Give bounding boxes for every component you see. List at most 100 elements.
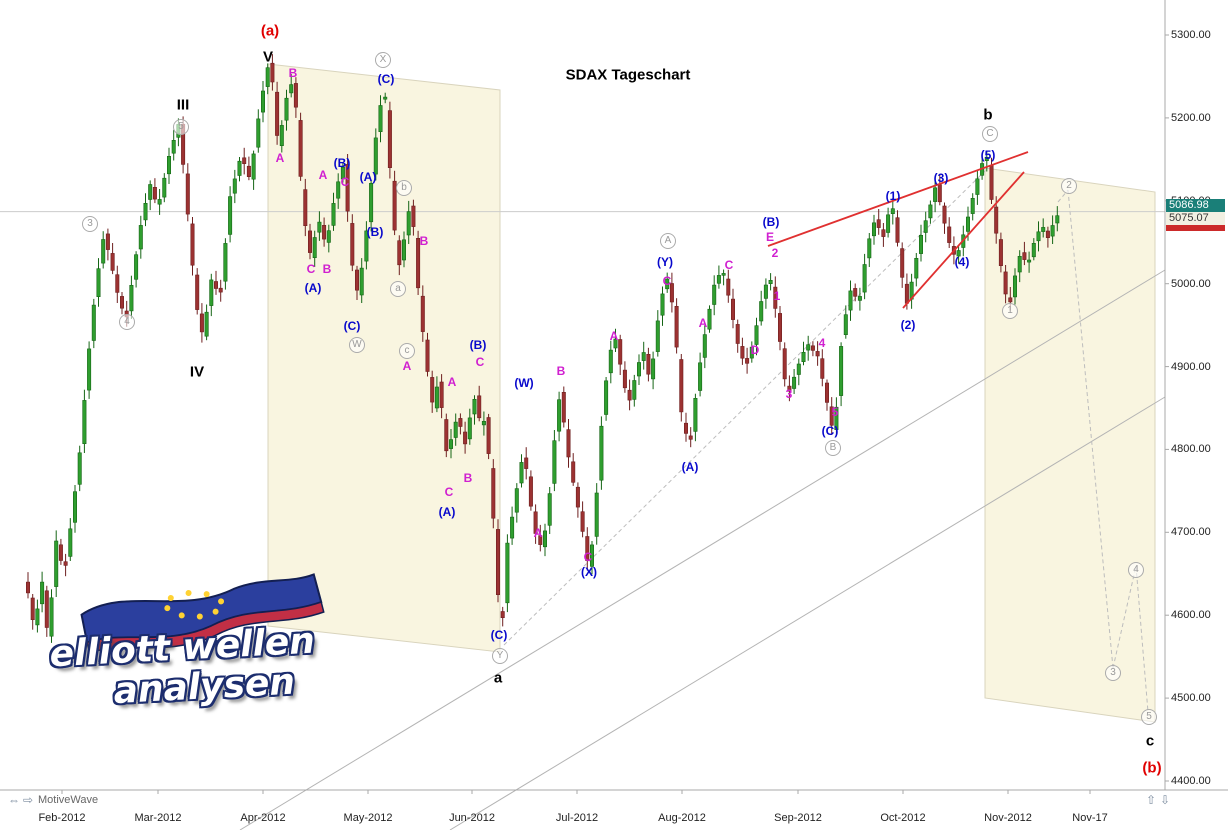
wave-label-blu-A: (A)	[681, 460, 699, 474]
wave-label-blu-2: (2)	[900, 318, 916, 332]
wave-label-blu-B: (B)	[333, 156, 351, 170]
wave-label-mag-A: A	[402, 359, 412, 373]
pan-left-right-icon[interactable]: ⇔	[8, 793, 20, 807]
wave-label-blk-b: b	[983, 106, 993, 124]
price-badge-5075.07: 5075.07	[1166, 211, 1225, 225]
wave-label-cir-2: 2	[1061, 178, 1077, 194]
wave-label-blu-X: (X)	[581, 565, 597, 579]
wave-label-blu-B: (B)	[469, 338, 487, 352]
wave-label-blu-A: (A)	[304, 281, 322, 295]
channel-lines	[239, 269, 1166, 830]
wave-label-mag-4: 4	[818, 336, 826, 350]
wave-label-cir-c: c	[399, 343, 415, 359]
price-axis-label: 4400.00	[1171, 775, 1211, 787]
wave-label-mag-A: A	[533, 526, 543, 540]
wave-label-mag-5: 5	[831, 405, 839, 419]
wave-label-cir-b: b	[396, 180, 412, 196]
wave-label-mag-C: C	[444, 485, 454, 499]
dashed-projection-lines	[503, 167, 1149, 713]
wave-label-cir-5: 5	[1141, 709, 1157, 725]
wave-label-blk-a: a	[493, 669, 503, 687]
price-axis-label: 4800.00	[1171, 443, 1211, 456]
price-badge-partial	[1166, 224, 1225, 231]
wave-label-cir-4: 4	[1128, 562, 1144, 578]
scroll-down-icon[interactable]: ⇩	[1160, 793, 1171, 807]
wave-label-cir-5: 5	[173, 119, 189, 135]
wave-label-cir-3: 3	[1105, 665, 1121, 681]
price-axis-label: 4500.00	[1171, 692, 1211, 705]
wave-label-mag-B: B	[556, 364, 566, 378]
wave-label-mag-A: A	[318, 168, 328, 182]
wave-label-mag-B: B	[419, 234, 429, 248]
projection-boxes	[267, 63, 1156, 723]
red-trendlines[interactable]	[767, 151, 1029, 309]
wave-label-cir-Y: Y	[492, 648, 508, 664]
wave-label-cir-C: C	[982, 126, 998, 142]
price-axis-label: 5200.00	[1171, 111, 1211, 124]
wave-label-mag-C: C	[583, 550, 593, 564]
wave-label-mag-C: C	[475, 355, 485, 369]
candlestick-layer	[25, 54, 1060, 643]
wave-label-blu-W: (W)	[514, 376, 534, 390]
wave-label-cir-X: X	[375, 52, 391, 68]
wave-label-mag-C: C	[724, 258, 734, 272]
wave-label-blk-IV: IV	[189, 363, 205, 381]
wave-label-cir-4: 4	[119, 314, 135, 330]
wave-label-mag-C: C	[340, 175, 350, 189]
time-axis-label: Apr-2012	[240, 812, 286, 824]
wave-label-blk-c: c	[1145, 732, 1155, 750]
time-axis-label: Oct-2012	[880, 812, 926, 824]
watermark-text-2: analysen	[112, 661, 296, 713]
wave-label-blu-C: (C)	[377, 72, 395, 86]
motivewave-brand: MotiveWave	[38, 794, 99, 806]
wave-label-blu-3: (3)	[933, 171, 949, 185]
wave-label-cir-W: W	[349, 337, 365, 353]
price-axis-label: 5300.00	[1171, 29, 1211, 41]
time-axis-label: May-2012	[343, 812, 393, 824]
wave-label-blu-C: (C)	[490, 628, 508, 642]
wave-label-mag-D: D	[750, 343, 760, 357]
wave-label-mag-B: B	[288, 66, 298, 80]
price-axis-label: 4900.00	[1171, 360, 1211, 373]
price-badge-5086.98: 5086.98	[1166, 198, 1225, 212]
wave-label-blu-4: (4)	[954, 255, 970, 269]
wave-label-blk-V: V	[262, 48, 274, 66]
time-axis-label: Nov-2012	[984, 812, 1032, 824]
wave-label-mag-B: B	[322, 262, 332, 276]
wave-label-mag-C: C	[306, 262, 316, 276]
wave-label-blu-B: (B)	[366, 225, 384, 239]
wave-label-red-a: (a)	[260, 22, 280, 40]
wave-label-mag-A: A	[698, 316, 708, 330]
flag-stars	[164, 590, 225, 620]
wave-label-mag-A: A	[275, 151, 285, 165]
wave-label-blu-A: (A)	[359, 170, 377, 184]
wave-label-cir-B: B	[825, 440, 841, 456]
wave-label-mag-C: C	[662, 274, 672, 288]
wave-label-mag-A: A	[609, 329, 619, 343]
wave-label-blk-III: III	[176, 96, 190, 114]
wave-label-cir-3: 3	[82, 216, 98, 232]
wave-label-blu-Y: (Y)	[657, 255, 673, 269]
wave-label-cir-a: a	[390, 281, 406, 297]
time-axis-label: Nov-17	[1072, 812, 1108, 824]
time-axis-label: Feb-2012	[38, 812, 86, 824]
pan-right-icon[interactable]: ⇨	[23, 793, 34, 807]
wave-label-red-b: (b)	[1142, 759, 1162, 777]
scroll-up-icon[interactable]: ⇧	[1146, 793, 1157, 807]
eu-flag-icon	[80, 573, 325, 654]
time-axis-label: Jul-2012	[555, 812, 599, 824]
price-axis-label: 4700.00	[1171, 526, 1211, 539]
wave-label-blu-1: (1)	[885, 189, 901, 203]
time-axis-label: Jun-2012	[449, 812, 495, 824]
wave-label-blu-C: (C)	[343, 319, 361, 333]
wave-label-cir-1: 1	[1002, 303, 1018, 319]
wave-label-mag-E: E	[765, 230, 775, 244]
wave-label-blu-C: (C)	[821, 424, 839, 438]
watermark-logo: elliott wellen analysen	[46, 570, 374, 747]
time-axis-label: Sep-2012	[774, 812, 822, 824]
wave-label-mag-2: 2	[771, 246, 779, 260]
wave-label-cir-A: A	[660, 233, 676, 249]
wave-label-mag-1: 1	[773, 289, 781, 303]
